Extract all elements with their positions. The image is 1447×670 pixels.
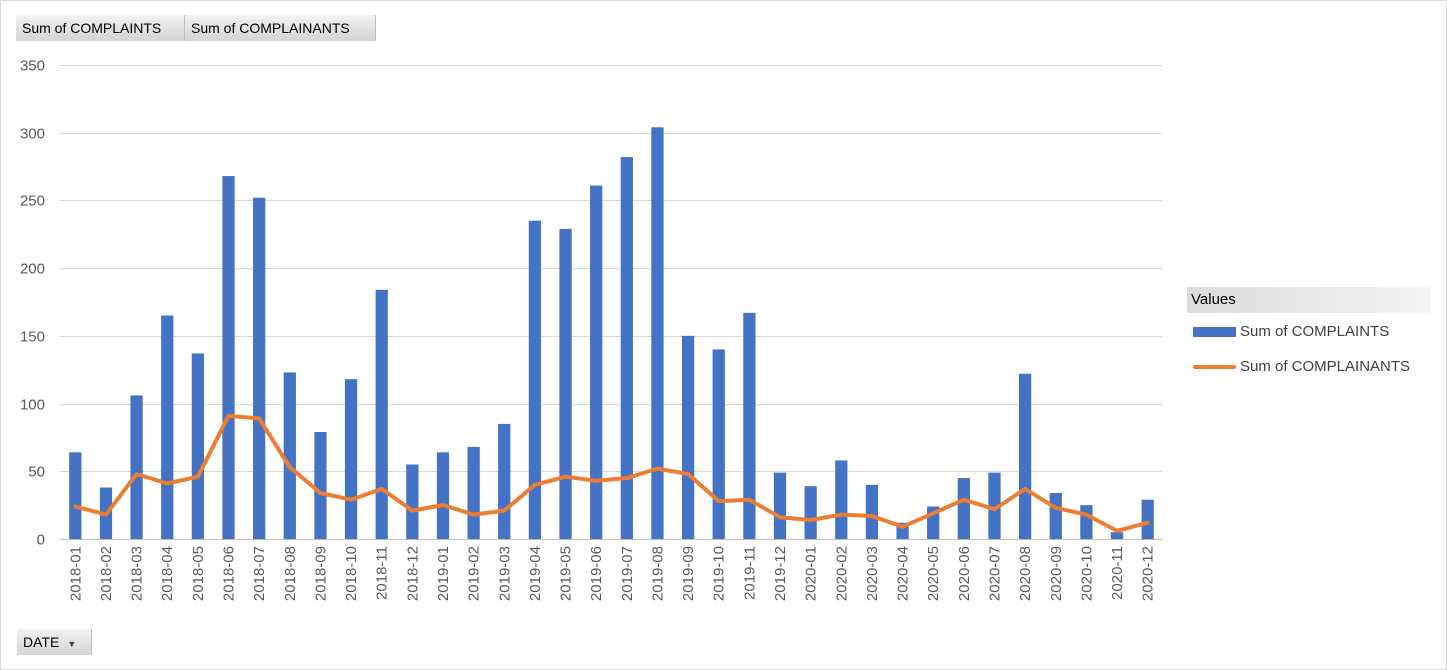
complaints-bar-2018-08 [283,372,296,539]
y-tick-label: 150 [20,329,45,346]
complaints-bar-2020-01 [804,486,817,539]
complaints-bar-2019-02 [467,446,480,539]
complaints-bar-2018-04 [161,315,174,539]
complaints-bar-2019-08 [651,127,664,539]
x-tick-label: 2019-12 [772,546,789,601]
complaints-bar-2020-09 [1049,492,1062,539]
x-tick-label: 2018-06 [221,546,238,601]
x-tick-label: 2019-05 [558,546,575,601]
complaints-bar-2020-06 [957,478,970,539]
x-tick-label: 2018-05 [190,546,207,601]
x-tick-label: 2020-12 [1140,546,1157,601]
gridlines [60,65,1163,540]
complaints-bar-2020-03 [865,484,879,539]
complaints-bar-2019-03 [498,423,511,539]
complaints-bar-2020-02 [835,460,848,539]
legend-label-complaints: Sum of COMPLAINTS [1240,323,1390,340]
complaints-bars [69,127,1154,539]
complaints-bar-2018-05 [191,353,205,539]
legend-label-complainants: Sum of COMPLAINANTS [1240,358,1411,375]
x-tick-label: 2019-03 [496,546,513,601]
date-field-label: DATE [23,634,60,650]
complaints-bar-2019-05 [559,228,572,539]
complaints-bar-2019-12 [773,472,787,539]
dropdown-triangle-icon[interactable]: ▼ [67,639,77,649]
x-tick-label: 2019-01 [435,546,452,601]
y-axis-tick-labels: 0 50 100 150 200 250 300 350 [20,58,45,549]
x-tick-label: 2018-04 [159,546,176,601]
x-tick-label: 2019-09 [680,546,697,601]
complaints-bar-2018-03 [130,395,143,539]
complaints-bar-2020-08 [1018,373,1032,539]
x-tick-label: 2020-04 [895,546,912,601]
x-tick-label: 2020-07 [986,546,1003,601]
sum-of-complainants-field-button[interactable]: Sum of COMPLAINANTS [185,15,376,41]
complaints-bar-2020-11 [1110,532,1124,539]
complainants-line [73,413,1150,533]
complaints-bar-2019-10 [712,349,725,539]
complaints-bar-2019-04 [528,220,542,539]
x-tick-label: 2020-11 [1109,546,1126,600]
x-tick-label: 2020-06 [956,546,973,601]
legend-swatch-complainants [1193,365,1236,370]
x-tick-label: 2019-10 [711,546,728,601]
x-tick-label: 2020-08 [1017,546,1034,601]
x-tick-label: 2018-01 [67,546,84,601]
complaints-bar-2018-09 [314,432,327,539]
x-tick-label: 2018-10 [343,546,360,601]
x-tick-label: 2018-07 [251,546,268,601]
x-tick-label: 2020-03 [864,546,881,601]
legend-item-complaints[interactable]: Sum of COMPLAINTS [1193,322,1389,342]
y-tick-label: 50 [28,464,45,481]
x-tick-label: 2018-08 [282,546,299,601]
complaints-bar-2019-07 [620,157,633,539]
date-field-button[interactable]: DATE ▼ [17,629,92,655]
x-tick-label: 2018-11 [374,546,391,600]
x-tick-label: 2018-09 [312,546,329,601]
y-tick-label: 0 [37,532,45,549]
complaints-bar-2018-12 [406,464,419,539]
x-tick-label: 2020-02 [833,546,850,601]
complaints-bar-2020-07 [988,472,1001,539]
x-tick-label: 2020-01 [803,546,820,601]
complaints-bar-2020-12 [1141,499,1154,539]
legend-header: Values [1187,287,1430,313]
legend-swatch-complaints [1193,327,1236,338]
y-tick-label: 300 [20,126,45,143]
y-tick-label: 350 [20,58,45,75]
complaints-bar-2020-10 [1080,505,1093,539]
sum-of-complaints-field-button[interactable]: Sum of COMPLAINTS [16,15,185,41]
x-tick-label: 2020-05 [925,546,942,601]
x-tick-label: 2020-09 [1048,546,1065,601]
x-tick-label: 2020-10 [1078,546,1095,601]
x-tick-label: 2019-06 [588,546,605,601]
x-tick-label: 2019-07 [619,546,636,601]
x-axis-tick-labels: 2018-01 2018-02 2018-03 2018-04 2018-05 2018-… [67,546,1156,601]
x-tick-label: 2019-02 [466,546,483,601]
x-tick-label: 2019-11 [741,546,758,600]
complaints-bar-2019-06 [590,185,603,539]
y-tick-label: 250 [20,193,45,210]
x-tick-label: 2019-08 [649,546,666,601]
legend-item-complainants[interactable]: Sum of COMPLAINANTS [1193,357,1410,377]
complaints-bar-2018-11 [375,289,388,539]
y-tick-label: 100 [20,397,45,414]
complaints-bar-2018-10 [344,379,358,539]
complaints-bar-2018-06 [222,176,235,539]
complaints-bar-2018-01 [69,452,82,539]
complaints-bar-2019-09 [681,335,695,539]
complaints-bar-2018-07 [253,197,266,539]
x-tick-label: 2018-03 [129,546,146,601]
complainants-series-line [73,413,1150,533]
complaints-bar-2019-01 [436,452,450,539]
y-tick-label: 200 [20,261,45,278]
x-tick-label: 2018-02 [98,546,115,601]
complaints-bar-2019-11 [743,312,756,539]
x-tick-label: 2019-04 [527,546,544,601]
x-tick-label: 2018-12 [404,546,421,601]
